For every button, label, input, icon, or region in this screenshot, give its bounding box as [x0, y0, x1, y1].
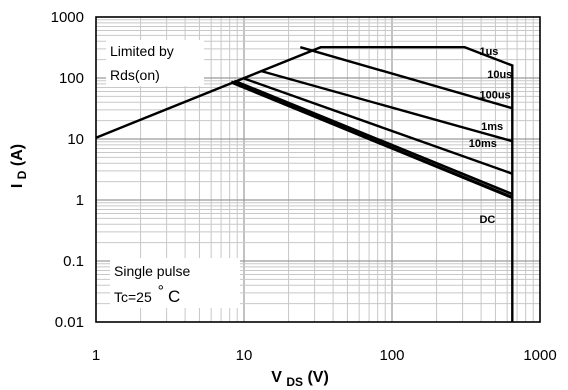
curve-label-1us: 1us	[479, 46, 498, 58]
pulse-annotation: Single pulse Tc=25 ° C	[110, 258, 240, 308]
x-axis-title-sub: DS	[286, 375, 303, 389]
x-axis-title-unit: (V)	[307, 369, 328, 386]
curve-100us	[260, 69, 513, 143]
y-tick-label: 0.01	[55, 314, 84, 331]
curve-10ms	[233, 79, 513, 196]
curve-label-10us: 10us	[487, 69, 512, 81]
pulse-annotation-temp: Tc=25	[114, 289, 152, 305]
pulse-annotation-degree: °	[158, 283, 164, 300]
y-axis-title-main: I	[9, 184, 26, 188]
x-tick-label: 1000	[523, 347, 556, 364]
limit-annotation: Limited by Rds(on)	[106, 40, 204, 86]
pulse-annotation-line1: Single pulse	[114, 263, 190, 279]
pulse-annotation-bg	[110, 258, 240, 308]
curve-dc	[230, 80, 513, 199]
x-tick-label: 10	[236, 347, 253, 364]
x-tick-label: 100	[379, 347, 404, 364]
curve-label-1ms: 1ms	[481, 121, 503, 133]
curve-label-100us: 100us	[479, 90, 510, 102]
y-tick-label: 0.1	[63, 253, 84, 270]
curve-label-dc: DC	[479, 214, 495, 226]
curve-label-10ms: 10ms	[469, 138, 497, 150]
pulse-annotation-unit: C	[168, 287, 180, 306]
x-tick-labels: 1 10 100 1000	[92, 347, 557, 364]
curves	[95, 46, 514, 322]
curve-labels: 1us 10us 100us 1ms 10ms DC	[469, 46, 513, 226]
y-tick-label: 100	[59, 70, 84, 87]
limit-annotation-line2: Rds(on)	[110, 67, 160, 83]
pulse-annotation-line2: Tc=25 ° C	[114, 283, 180, 306]
curve-1ms	[242, 76, 513, 175]
y-tick-labels: 1000 100 10 1 0.1 0.01	[51, 9, 84, 331]
limit-annotation-line1: Limited by	[110, 43, 174, 59]
x-axis-title-main: V	[271, 369, 282, 386]
x-axis-title: V DS (V)	[271, 369, 329, 390]
x-tick-label: 1	[92, 347, 100, 364]
curve-1us	[95, 46, 514, 322]
plot-area-border	[95, 16, 541, 323]
y-tick-label: 10	[67, 131, 84, 148]
y-axis-title: I D (A)	[9, 144, 30, 188]
y-axis-title-sub: D	[15, 170, 29, 179]
y-axis-title-unit: (A)	[9, 144, 26, 166]
y-tick-label: 1000	[51, 9, 84, 26]
curve-10us	[299, 46, 513, 110]
y-tick-label: 1	[76, 192, 84, 209]
limit-annotation-bg	[106, 40, 204, 86]
